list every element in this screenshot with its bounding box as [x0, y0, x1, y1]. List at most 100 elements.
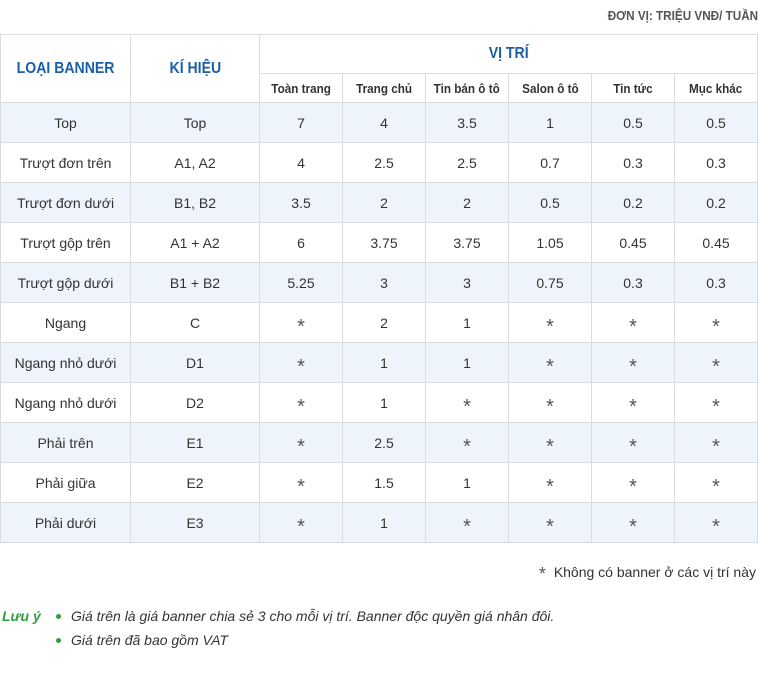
- price-cell: 0.75: [508, 262, 592, 303]
- price-cell: 0.3: [673, 262, 758, 303]
- note-item: Giá trên là giá banner chia sẻ 3 cho mỗi…: [56, 606, 554, 630]
- price-cell: *: [673, 502, 758, 543]
- header-position-car-ads: Tin bán ô tô: [425, 73, 509, 103]
- table-row: Phải trên E1 * 2.5 * * * *: [0, 422, 758, 463]
- banner-type-cell: Ngang nhỏ dưới: [0, 382, 131, 423]
- table-row: Trượt gộp dưới B1 + B2 5.25 3 3 0.75 0.3 0.3: [0, 262, 758, 303]
- price-cell: *: [508, 502, 592, 543]
- price-cell: *: [673, 302, 758, 343]
- notes-label: Lưu ý: [2, 608, 41, 624]
- price-cell: *: [425, 382, 509, 423]
- price-cell: 3: [342, 262, 426, 303]
- header-banner-type: LOẠI BANNER: [0, 34, 131, 103]
- table-row: Top Top 7 4 3.5 1 0.5 0.5: [0, 102, 758, 143]
- header-position-home: Trang chủ: [342, 73, 426, 103]
- header-position: VỊ TRÍ: [258, 34, 758, 74]
- banner-code-cell: E2: [130, 462, 260, 503]
- banner-type-cell: Phải dưới: [0, 502, 131, 543]
- price-cell: 0.3: [591, 142, 675, 183]
- price-cell: 1: [508, 102, 592, 143]
- price-cell: 3.75: [342, 222, 426, 263]
- price-cell: 0.5: [508, 182, 592, 223]
- price-cell: 0.45: [673, 222, 758, 263]
- banner-code-cell: D1: [130, 342, 260, 383]
- table-row: Trượt đơn dưới B1, B2 3.5 2 2 0.5 0.2 0.2: [0, 182, 758, 223]
- price-cell: 2: [425, 182, 509, 223]
- unit-label: ĐƠN VỊ: TRIỆU VNĐ/ TUẦN: [607, 8, 758, 23]
- price-cell: *: [508, 422, 592, 463]
- banner-code-cell: A1 + A2: [130, 222, 260, 263]
- price-table-body: Top Top 7 4 3.5 1 0.5 0.5 Trượt đơn trên A1, A2 4 2…: [0, 102, 758, 543]
- price-cell: *: [259, 342, 343, 383]
- banner-code-cell: E3: [130, 502, 260, 543]
- price-cell: *: [591, 302, 675, 343]
- header-position-news: Tin tức: [591, 73, 675, 103]
- banner-code-cell: B1, B2: [130, 182, 260, 223]
- banner-type-cell: Ngang nhỏ dưới: [0, 342, 131, 383]
- price-cell: 7: [259, 102, 343, 143]
- price-cell: 1: [425, 342, 509, 383]
- banner-type-cell: Ngang: [0, 302, 131, 343]
- price-cell: 4: [342, 102, 426, 143]
- price-cell: *: [259, 302, 343, 343]
- price-cell: 3.5: [259, 182, 343, 223]
- table-row: Ngang nhỏ dưới D1 * 1 1 * * *: [0, 342, 758, 383]
- price-cell: 3: [425, 262, 509, 303]
- price-table: LOẠI BANNER KÍ HIỆU VỊ TRÍ Toàn trang Tr…: [0, 34, 758, 543]
- price-cell: 0.3: [673, 142, 758, 183]
- price-cell: 5.25: [259, 262, 343, 303]
- price-cell: 0.2: [673, 182, 758, 223]
- price-cell: 2.5: [342, 142, 426, 183]
- price-cell: *: [591, 502, 675, 543]
- price-cell: *: [508, 462, 592, 503]
- price-cell: *: [508, 302, 592, 343]
- price-cell: *: [259, 382, 343, 423]
- banner-code-cell: Top: [130, 102, 260, 143]
- banner-code-cell: D2: [130, 382, 260, 423]
- banner-type-cell: Top: [0, 102, 131, 143]
- legend-text: Không có banner ở các vị trí này: [553, 564, 756, 580]
- price-cell: 2.5: [342, 422, 426, 463]
- banner-type-cell: Trượt đơn dưới: [0, 182, 131, 223]
- price-cell: 1: [342, 382, 426, 423]
- price-cell: *: [673, 382, 758, 423]
- table-row: Ngang nhỏ dưới D2 * 1 * * * *: [0, 382, 758, 423]
- price-cell: 0.7: [508, 142, 592, 183]
- banner-code-cell: A1, A2: [130, 142, 260, 183]
- banner-type-cell: Phải trên: [0, 422, 131, 463]
- price-cell: *: [591, 342, 675, 383]
- legend: * Không có banner ở các vị trí này: [539, 562, 756, 583]
- price-cell: 1: [425, 302, 509, 343]
- banner-type-cell: Trượt đơn trên: [0, 142, 131, 183]
- price-cell: 4: [259, 142, 343, 183]
- price-cell: *: [591, 422, 675, 463]
- price-cell: 1: [425, 462, 509, 503]
- price-cell: 1.05: [508, 222, 592, 263]
- price-cell: 1.5: [342, 462, 426, 503]
- table-row: Trượt đơn trên A1, A2 4 2.5 2.5 0.7 0.3 0.3: [0, 142, 758, 183]
- price-cell: 6: [259, 222, 343, 263]
- price-cell: 3.5: [425, 102, 509, 143]
- price-cell: 3.75: [425, 222, 509, 263]
- price-cell: *: [508, 342, 592, 383]
- banner-type-cell: Phải giữa: [0, 462, 131, 503]
- price-cell: *: [508, 382, 592, 423]
- table-row: Phải giữa E2 * 1.5 1 * * *: [0, 462, 758, 503]
- table-row: Phải dưới E3 * 1 * * * *: [0, 502, 758, 543]
- header-position-other: Mục khác: [673, 73, 758, 103]
- price-cell: 1: [342, 342, 426, 383]
- header-position-salon: Salon ô tô: [508, 73, 592, 103]
- banner-code-cell: C: [130, 302, 260, 343]
- price-cell: *: [259, 462, 343, 503]
- banner-code-cell: E1: [130, 422, 260, 463]
- price-cell: 0.3: [591, 262, 675, 303]
- price-cell: 0.5: [591, 102, 675, 143]
- star-icon: *: [538, 564, 546, 584]
- price-cell: 2: [342, 182, 426, 223]
- notes-list: Giá trên là giá banner chia sẻ 3 cho mỗi…: [56, 606, 554, 654]
- table-row: Ngang C * 2 1 * * *: [0, 302, 758, 343]
- bullet-icon: [56, 637, 61, 643]
- price-cell: *: [259, 422, 343, 463]
- price-cell: 0.2: [591, 182, 675, 223]
- bullet-icon: [56, 613, 61, 619]
